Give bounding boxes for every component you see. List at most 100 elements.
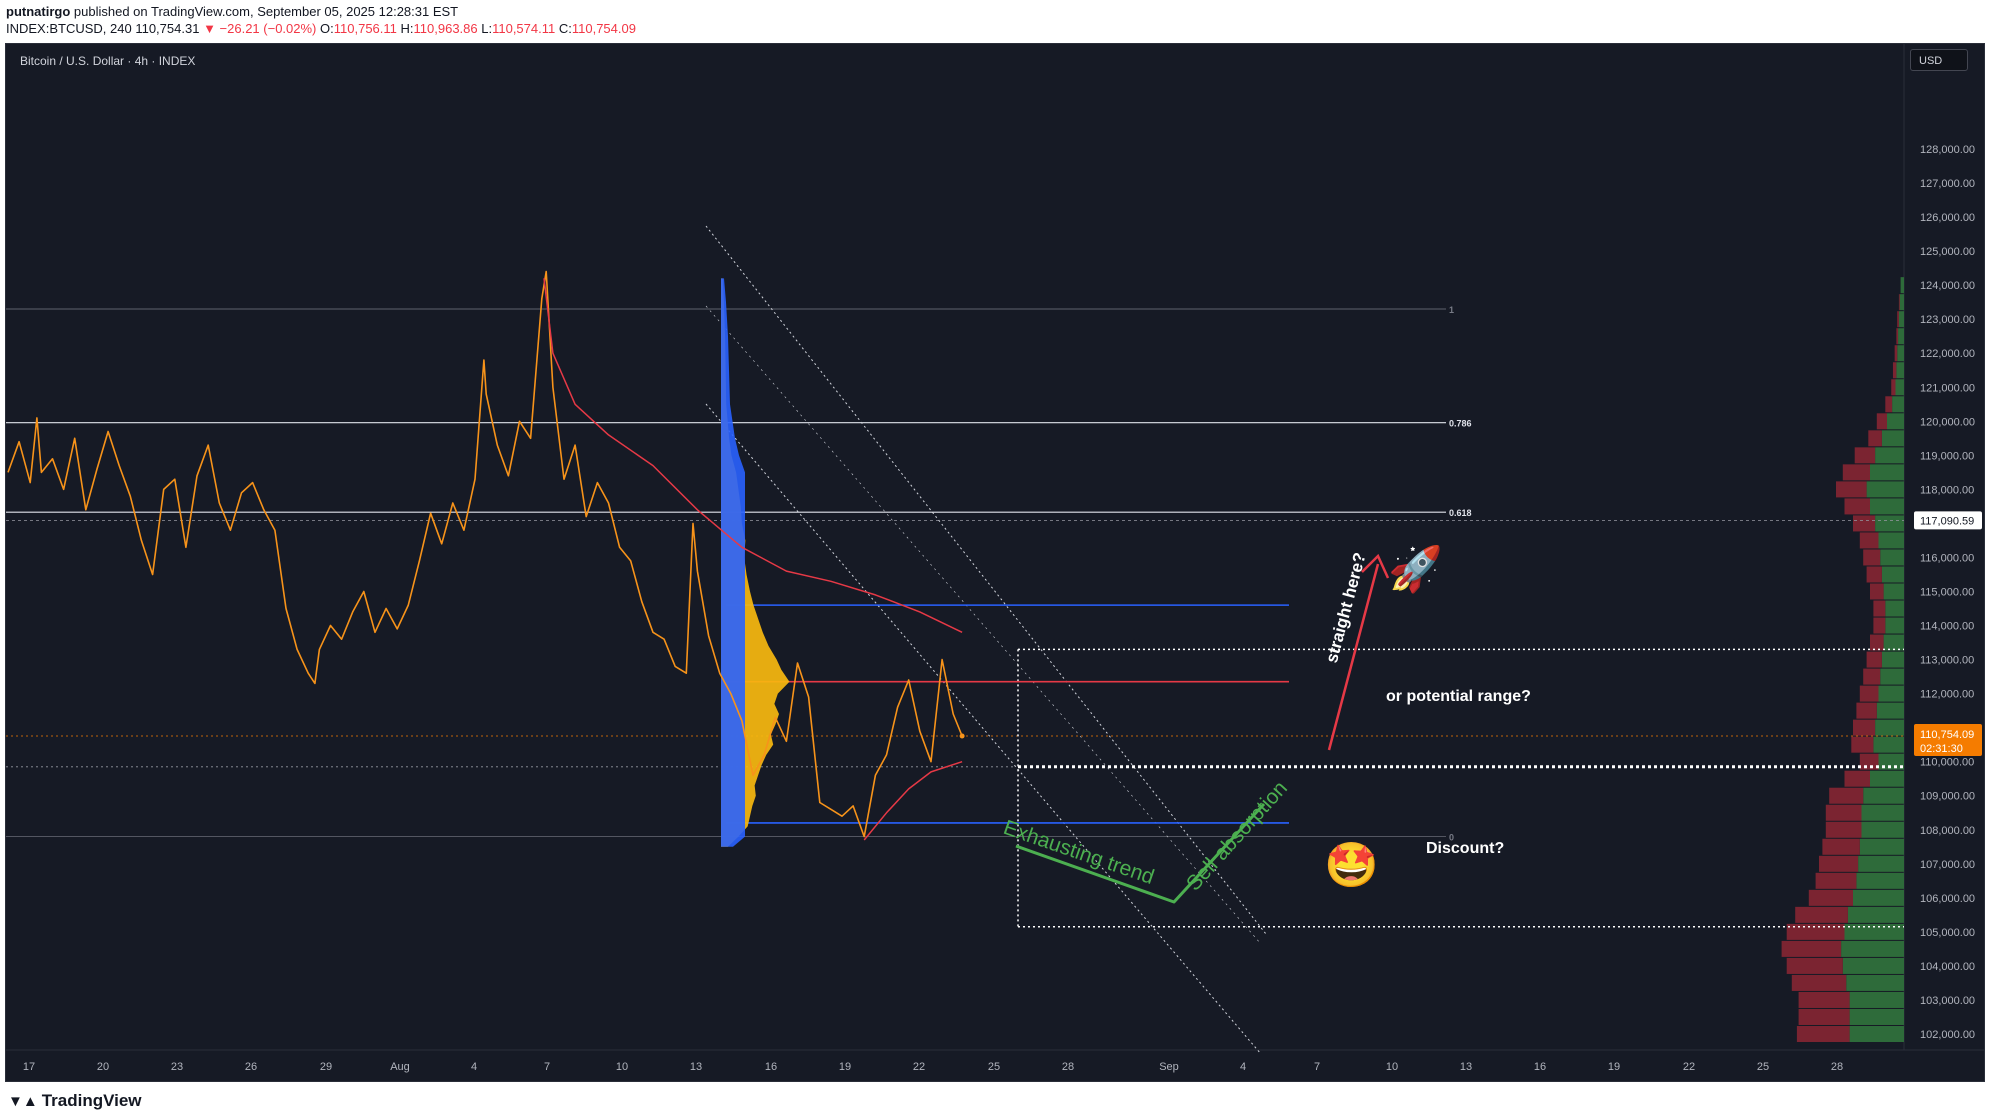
annotation-discount: Discount? <box>1426 840 1505 857</box>
volume-profile-sell-bar <box>1854 447 1876 464</box>
volume-profile-sell-bar <box>1898 294 1900 311</box>
crosshair-price-tag <box>1914 511 1982 530</box>
volume-profile-buy-bar <box>1900 277 1904 294</box>
last-price-dot <box>959 733 965 739</box>
volume-profile-buy-bar <box>1870 498 1904 515</box>
volume-profile-sell-bar <box>1859 685 1879 702</box>
published-text: published on TradingView.com, September … <box>73 4 459 19</box>
volume-profile-buy-bar <box>1875 515 1904 532</box>
price-tick-label: 105,000.00 <box>1920 927 1975 939</box>
volume-profile-sell-bar <box>1786 923 1845 940</box>
volume-profile-buy-bar <box>1885 600 1904 617</box>
red-arrow-shaft <box>1327 563 1380 751</box>
price-line[interactable] <box>7 270 963 838</box>
price-tick-label: 110,000.00 <box>1920 757 1974 769</box>
volume-profile-buy-bar <box>1887 413 1904 430</box>
volume-profile-sell-bar <box>1873 600 1886 617</box>
chart-pane[interactable]: 1 0.786 0.618 0 102,000.00 103,000.00 104,000.… <box>5 43 1985 1082</box>
volume-profile-buy-bar <box>1898 311 1904 328</box>
price-tick-label: 124,000.00 <box>1920 280 1975 292</box>
tradingview-logo[interactable]: ▼▲ TradingView <box>8 1091 142 1111</box>
volume-profile-sell-bar <box>1863 668 1881 685</box>
time-tick-label: Sep <box>1159 1061 1179 1073</box>
volume-profile-buy-bar <box>1878 532 1904 549</box>
volume-profile-sell-bar <box>1897 311 1899 328</box>
volume-profile-sell-bar <box>1825 821 1862 838</box>
volume-profile-sell-bar <box>1859 753 1879 770</box>
price-change: ▼ −26.21 (−0.02%) <box>203 21 317 36</box>
price-tick-label: 116,000.00 <box>1920 552 1974 564</box>
price-tick-label: 106,000.00 <box>1920 893 1975 905</box>
price-tick-label: 104,000.00 <box>1920 961 1975 973</box>
volume-profile-buy-bar <box>1863 787 1904 804</box>
green-v-annotation <box>1015 802 1266 904</box>
currency-button[interactable]: USD <box>1910 49 1968 71</box>
footer: ▼▲ TradingView <box>0 1082 1992 1119</box>
price-tick-label: 112,000.00 <box>1920 689 1974 701</box>
session-volume-profile-blue <box>721 278 745 847</box>
volume-profile-sell-bar <box>1851 736 1874 753</box>
volume-profile-buy-bar <box>1883 583 1904 600</box>
time-tick-label: 22 <box>1683 1061 1695 1073</box>
volume-profile-buy-bar <box>1847 906 1904 923</box>
ohlc-open-label: O: <box>320 21 334 36</box>
chart-canvas[interactable]: 1 0.786 0.618 0 102,000.00 103,000.00 104,000.… <box>6 44 1984 1081</box>
volume-profile-buy-bar <box>1873 736 1904 753</box>
countdown-label: 02:31:30 <box>1920 743 1963 755</box>
time-tick-label: 16 <box>765 1061 777 1073</box>
volume-profile-buy-bar <box>1880 549 1904 566</box>
lower-vwap-line[interactable] <box>863 760 963 841</box>
price-tick-label: 115,000.00 <box>1920 587 1974 599</box>
time-tick-label: 20 <box>97 1061 109 1073</box>
volume-profile-buy-bar <box>1849 991 1904 1008</box>
volume-profile-buy-bar <box>1856 872 1904 889</box>
time-tick-label: 10 <box>616 1061 628 1073</box>
volume-profile-buy-bar <box>1846 974 1904 991</box>
red-arrow-head <box>1361 553 1390 579</box>
volume-profile-sell-bar <box>1894 345 1898 362</box>
vwap-line[interactable] <box>543 278 963 633</box>
publish-header: putnatirgo published on TradingView.com,… <box>0 0 1992 44</box>
price-tick-label: 119,000.00 <box>1920 450 1974 462</box>
volume-profile-sell-bar <box>1844 498 1870 515</box>
ohlc-high: 110,963.86 <box>413 21 478 36</box>
volume-profile-buy-bar <box>1875 447 1904 464</box>
crosshair-price-label: 117,090.59 <box>1920 515 1974 527</box>
volume-profile-buy-bar <box>1878 685 1904 702</box>
volume-profile-buy-bar <box>1849 1008 1904 1025</box>
volume-profile-sell-bar <box>1808 889 1853 906</box>
volume-profile-buy-bar <box>1880 668 1904 685</box>
volume-profile-buy-bar <box>1895 379 1904 396</box>
volume-profile-buy-bar <box>1861 821 1904 838</box>
volume-profile-buy-bar <box>1881 430 1904 447</box>
time-tick-label: 25 <box>1757 1061 1769 1073</box>
time-tick-label: 26 <box>245 1061 257 1073</box>
publisher-name[interactable]: putnatirgo <box>6 4 71 19</box>
time-tick-label: Aug <box>390 1061 410 1073</box>
volume-profile-buy-bar <box>1861 804 1904 821</box>
time-tick-label: 7 <box>544 1061 550 1073</box>
volume-profile-sell-bar <box>1842 464 1870 481</box>
volume-profile-sell-bar <box>1856 702 1877 719</box>
price-axis[interactable] <box>1904 44 1984 1081</box>
ohlc-open: 110,756.11 <box>333 21 397 36</box>
price-tick-label: 126,000.00 <box>1920 212 1975 224</box>
time-tick-label: 10 <box>1386 1061 1398 1073</box>
volume-profile-sell-bar <box>1853 515 1876 532</box>
brand-name: TradingView <box>41 1091 142 1110</box>
last-price: 110,754.31 <box>135 21 200 36</box>
ohlc-low-label: L: <box>481 21 493 36</box>
volume-profile-buy-bar <box>1858 855 1904 872</box>
time-tick-label: 28 <box>1831 1061 1843 1073</box>
volume-profile-sell-bar <box>1819 855 1859 872</box>
time-tick-label: 17 <box>23 1061 35 1073</box>
price-tick-label: 107,000.00 <box>1920 859 1975 871</box>
volume-profile-buy-bar <box>1849 1025 1904 1043</box>
volume-profile-sell-bar <box>1859 532 1879 549</box>
volume-profile-sell-bar <box>1896 328 1899 345</box>
fib-level-label: 0.786 <box>1449 419 1472 429</box>
fib-level-label: 1 <box>1449 305 1454 315</box>
time-tick-label: 19 <box>839 1061 851 1073</box>
price-tick-label: 127,000.00 <box>1920 178 1975 190</box>
price-tick-label: 121,000.00 <box>1920 382 1975 394</box>
